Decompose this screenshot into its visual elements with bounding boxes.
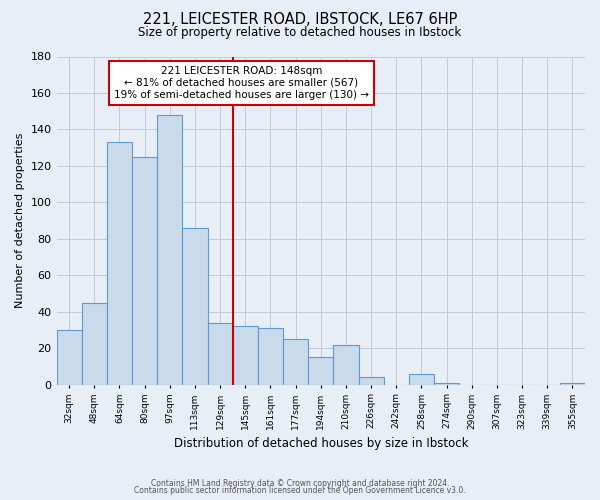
Bar bbox=[132, 157, 157, 384]
Bar bbox=[434, 383, 459, 384]
Bar bbox=[182, 228, 208, 384]
Bar bbox=[233, 326, 258, 384]
Bar bbox=[409, 374, 434, 384]
Bar bbox=[283, 339, 308, 384]
Bar bbox=[258, 328, 283, 384]
Y-axis label: Number of detached properties: Number of detached properties bbox=[15, 133, 25, 308]
Text: Contains HM Land Registry data © Crown copyright and database right 2024.: Contains HM Land Registry data © Crown c… bbox=[151, 478, 449, 488]
Text: 221 LEICESTER ROAD: 148sqm
← 81% of detached houses are smaller (567)
19% of sem: 221 LEICESTER ROAD: 148sqm ← 81% of deta… bbox=[114, 66, 369, 100]
Bar bbox=[107, 142, 132, 384]
Bar bbox=[56, 330, 82, 384]
Bar bbox=[208, 322, 233, 384]
Text: 221, LEICESTER ROAD, IBSTOCK, LE67 6HP: 221, LEICESTER ROAD, IBSTOCK, LE67 6HP bbox=[143, 12, 457, 28]
Bar bbox=[334, 344, 359, 385]
Bar bbox=[157, 115, 182, 384]
Bar bbox=[82, 302, 107, 384]
Text: Size of property relative to detached houses in Ibstock: Size of property relative to detached ho… bbox=[139, 26, 461, 39]
Bar bbox=[308, 358, 334, 384]
Bar bbox=[359, 378, 383, 384]
Bar bbox=[560, 383, 585, 384]
Text: Contains public sector information licensed under the Open Government Licence v3: Contains public sector information licen… bbox=[134, 486, 466, 495]
X-axis label: Distribution of detached houses by size in Ibstock: Distribution of detached houses by size … bbox=[173, 437, 468, 450]
